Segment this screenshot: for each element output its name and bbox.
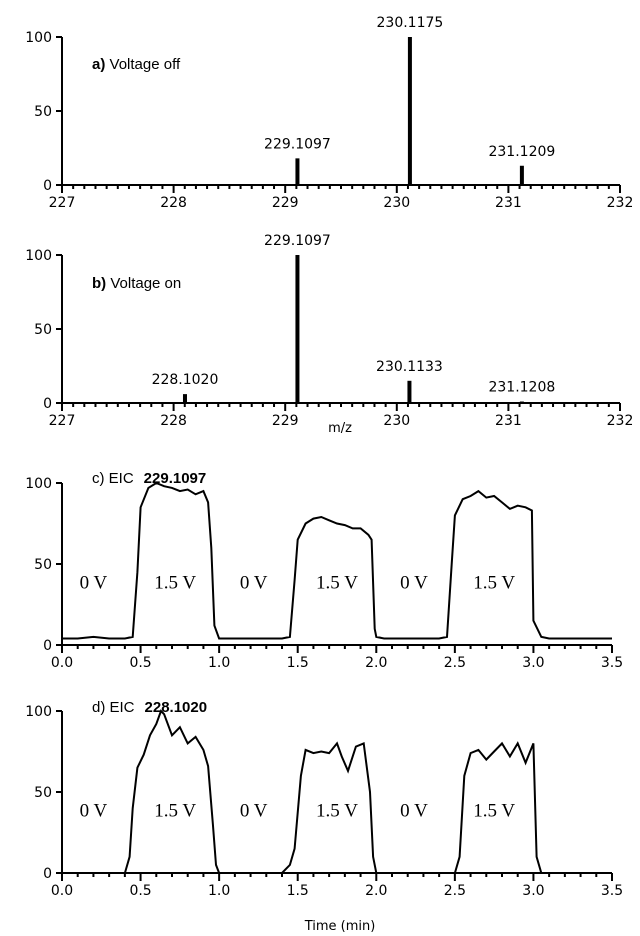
panel-b-xlabel: m/z: [328, 421, 352, 436]
panel-a-ytick-label: 50: [34, 104, 52, 120]
peak-bar: [182, 394, 187, 403]
peak-bar: [295, 255, 300, 403]
panel-a-xtick-label: 227: [49, 195, 76, 211]
panel-b-xtick-label: 232: [607, 413, 634, 429]
panel-a-ytick-label: 100: [25, 30, 52, 46]
panel-a-xtick-label: 228: [160, 195, 187, 211]
panel-d-xtick-label: 3.5: [601, 883, 623, 899]
panel-a-xtick-label: 230: [383, 195, 410, 211]
voltage-region-label: 1.5 V: [154, 572, 196, 593]
peak-label: 229.1097: [264, 233, 331, 249]
panel-a-xtick-label: 231: [495, 195, 522, 211]
panel-c-xtick-label: 2.5: [444, 655, 466, 671]
peak-label: 229.1097: [264, 136, 331, 152]
panel-d-title: d) EIC 228.1020: [92, 699, 207, 716]
panel-b-ytick-label: 0: [43, 396, 52, 412]
panel-a-spectrum: 0 50 100 227 228 229 230 231 232 229.1097 230.1175…: [25, 15, 633, 211]
panel-d-xtick-label: 2.5: [444, 883, 466, 899]
voltage-region-label: 0 V: [400, 800, 428, 821]
panel-d-ytick-label: 100: [25, 704, 52, 720]
panel-b-spectrum: 0 50 100 227 228 229 230 231 232 228.1020 229.1097…: [25, 233, 633, 436]
voltage-region-label: 1.5 V: [473, 572, 515, 593]
panel-c-xtick-label: 3.0: [522, 655, 544, 671]
eic-trace: [62, 481, 612, 640]
panel-d-xlabel: Time (min): [304, 919, 376, 934]
panel-b-xtick-label: 228: [160, 413, 187, 429]
eic-trace: [62, 709, 612, 874]
panel-d-xtick-label: 1.0: [208, 883, 230, 899]
panel-a-xtick-label: 232: [607, 195, 634, 211]
panel-c-title: c) EIC 229.1097: [92, 470, 206, 487]
voltage-region-label: 1.5 V: [154, 800, 196, 821]
panel-b-ytick-label: 100: [25, 248, 52, 264]
peak-bar: [407, 380, 412, 403]
panel-c-ytick-label: 100: [25, 476, 52, 492]
voltage-region-label: 1.5 V: [316, 572, 358, 593]
voltage-region-label: 1.5 V: [473, 800, 515, 821]
panel-d-xtick-label: 0.5: [129, 883, 151, 899]
panel-b-xtick-label: 231: [495, 413, 522, 429]
voltage-region-label: 0 V: [400, 572, 428, 593]
panel-b-xtick-label: 229: [272, 413, 299, 429]
panel-b-xtick-label: 230: [383, 413, 410, 429]
panel-c-ytick-label: 0: [43, 638, 52, 654]
panel-d-xtick-label: 2.0: [365, 883, 387, 899]
peak-bar: [519, 165, 524, 185]
panel-c-xtick-label: 2.0: [365, 655, 387, 671]
panel-a-xtick-label: 229: [272, 195, 299, 211]
panel-b-ytick-label: 50: [34, 322, 52, 338]
peak-bar: [519, 401, 524, 403]
panel-a-ytick-label: 0: [43, 178, 52, 194]
panel-d-ytick-label: 0: [43, 866, 52, 882]
peak-bar: [407, 37, 412, 185]
panel-c-xtick-label: 3.5: [601, 655, 623, 671]
peak-label: 228.1020: [152, 372, 219, 388]
peak-label: 231.1209: [488, 144, 555, 160]
panel-b-xtick-label: 227: [49, 413, 76, 429]
voltage-region-label: 0 V: [240, 572, 268, 593]
panel-b-title: b) Voltage on: [92, 275, 181, 292]
panel-c-xtick-label: 0.0: [51, 655, 73, 671]
panel-c-eic: 0 50 100 0.0 0.5 1.0 1.5 2.0 2.5 3.0 3.5 0 V 1.5 V 0 …: [25, 470, 623, 671]
panel-d-eic: 0 50 100 0.0 0.5 1.0 1.5 2.0 2.5 3.0 3.5 0 V 1.5 V 0 …: [25, 699, 623, 934]
peak-label: 230.1175: [377, 15, 444, 31]
panel-d-ytick-label: 50: [34, 785, 52, 801]
peak-label: 231.1208: [488, 380, 555, 396]
peak-label: 230.1133: [376, 359, 443, 375]
voltage-region-label: 0 V: [80, 800, 108, 821]
panel-d-xtick-label: 0.0: [51, 883, 73, 899]
panel-c-xtick-label: 0.5: [129, 655, 151, 671]
panel-c-xtick-label: 1.0: [208, 655, 230, 671]
panel-d-xtick-label: 3.0: [522, 883, 544, 899]
panel-d-xtick-label: 1.5: [287, 883, 309, 899]
voltage-region-label: 0 V: [240, 800, 268, 821]
panel-c-xtick-label: 1.5: [287, 655, 309, 671]
voltage-region-label: 0 V: [80, 572, 108, 593]
panel-a-title: a) Voltage off: [92, 56, 181, 73]
panel-c-ytick-label: 50: [34, 557, 52, 573]
peak-bar: [295, 158, 300, 185]
voltage-region-label: 1.5 V: [316, 800, 358, 821]
